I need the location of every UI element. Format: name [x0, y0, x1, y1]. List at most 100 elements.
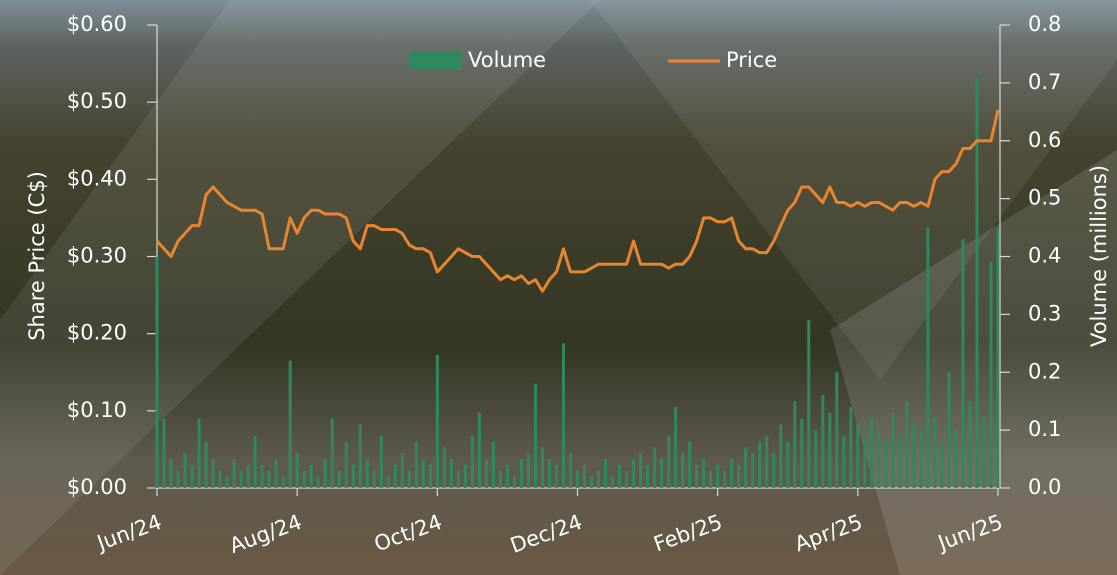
- y2-tick-label: 0.6: [1028, 128, 1061, 152]
- volume-bar: [534, 384, 537, 488]
- volume-bar: [779, 424, 782, 488]
- volume-bar: [758, 442, 761, 488]
- volume-bar: [702, 459, 705, 488]
- volume-bar: [422, 459, 425, 488]
- y-tick-label: $0.20: [67, 321, 127, 345]
- volume-bar: [982, 419, 985, 488]
- volume-bar: [772, 453, 775, 488]
- volume-bar: [898, 436, 901, 488]
- legend-label: Volume: [468, 48, 546, 72]
- volume-bar: [212, 459, 215, 488]
- volume-bar: [254, 436, 257, 488]
- volume-bar: [443, 447, 446, 488]
- volume-bar: [997, 228, 1000, 488]
- volume-bar: [688, 442, 691, 488]
- volume-bar: [814, 430, 817, 488]
- volume-bar: [667, 436, 670, 488]
- volume-bar: [492, 442, 495, 488]
- y2-tick-label: 0.4: [1028, 244, 1061, 268]
- volume-bar: [247, 465, 250, 488]
- volume-bar: [219, 471, 222, 488]
- volume-bar: [233, 459, 236, 488]
- volume-bar: [499, 471, 502, 488]
- volume-bar: [674, 407, 677, 488]
- volume-bar: [870, 419, 873, 488]
- volume-bar: [926, 228, 929, 488]
- y2-tick-label: 0.1: [1028, 417, 1061, 441]
- volume-bar: [261, 465, 264, 488]
- volume-bar: [877, 430, 880, 488]
- volume-bar: [863, 436, 866, 488]
- volume-bar: [828, 413, 831, 488]
- volume-bar: [632, 459, 635, 488]
- volume-bar: [156, 257, 159, 489]
- volume-bar: [555, 465, 558, 488]
- volume-bar: [352, 465, 355, 488]
- volume-bar: [562, 343, 565, 488]
- volume-bar: [961, 239, 964, 488]
- volume-bar: [520, 459, 523, 488]
- volume-bar: [401, 453, 404, 488]
- volume-bar: [821, 395, 824, 488]
- volume-bar: [884, 442, 887, 488]
- volume-bar: [716, 465, 719, 488]
- volume-bar: [590, 476, 593, 488]
- volume-bar: [842, 436, 845, 488]
- volume-bar: [394, 465, 397, 488]
- volume-bar: [296, 453, 299, 488]
- volume-bar: [289, 361, 292, 488]
- y-tick-label: $0.00: [67, 475, 127, 499]
- volume-bar: [527, 453, 530, 488]
- volume-bar: [730, 459, 733, 488]
- volume-bar: [639, 453, 642, 488]
- volume-bar: [268, 471, 271, 488]
- volume-bar: [191, 465, 194, 488]
- y2-axis-title: Volume (millions): [1087, 165, 1111, 347]
- volume-bar: [597, 471, 600, 488]
- volume-bar: [485, 459, 488, 488]
- y-tick-label: $0.50: [67, 89, 127, 113]
- volume-bar: [933, 419, 936, 488]
- volume-bar: [835, 372, 838, 488]
- volume-bar: [429, 465, 432, 488]
- volume-bar: [205, 442, 208, 488]
- volume-bar: [513, 476, 516, 488]
- y2-tick-label: 0.0: [1028, 475, 1061, 499]
- volume-bar: [751, 453, 754, 488]
- volume-bar: [583, 465, 586, 488]
- volume-bar: [457, 471, 460, 488]
- volume-bar: [541, 447, 544, 488]
- volume-bar: [317, 476, 320, 488]
- volume-bar: [625, 471, 628, 488]
- y2-tick-label: 0.5: [1028, 186, 1061, 210]
- y2-tick-label: 0.7: [1028, 70, 1061, 94]
- y-tick-label: $0.60: [67, 12, 127, 36]
- volume-bar: [569, 453, 572, 488]
- volume-bar: [786, 442, 789, 488]
- volume-bar: [310, 465, 313, 488]
- volume-bar: [765, 436, 768, 488]
- volume-bar: [345, 442, 348, 488]
- volume-bar: [380, 436, 383, 488]
- volume-bar: [415, 442, 418, 488]
- volume-bar: [856, 424, 859, 488]
- volume-bar: [849, 407, 852, 488]
- volume-bar: [338, 471, 341, 488]
- volume-bar: [464, 465, 467, 488]
- volume-bar: [548, 459, 551, 488]
- volume-bar: [968, 401, 971, 488]
- volume-bar: [660, 459, 663, 488]
- volume-bar: [436, 355, 439, 488]
- volume-bar: [695, 465, 698, 488]
- y-tick-label: $0.40: [67, 166, 127, 190]
- y2-tick-label: 0.2: [1028, 359, 1061, 383]
- y-axis-title: Share Price (C$): [25, 171, 49, 341]
- volume-bar: [905, 401, 908, 488]
- volume-bar: [471, 436, 474, 488]
- volume-bar: [163, 419, 166, 488]
- volume-bar: [387, 476, 390, 488]
- volume-bar: [324, 459, 327, 488]
- volume-bar: [576, 471, 579, 488]
- volume-bar: [275, 459, 278, 488]
- volume-bar: [800, 419, 803, 488]
